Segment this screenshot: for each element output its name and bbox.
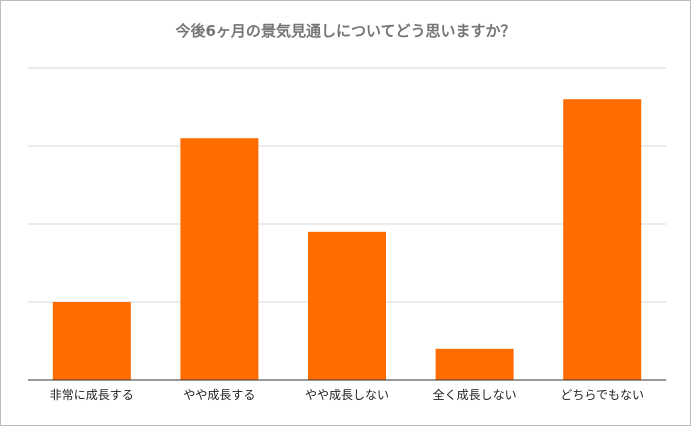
bar-2 — [180, 138, 259, 380]
x-tick-label: やや成長する — [183, 388, 255, 402]
bar-1 — [52, 302, 131, 380]
bars — [52, 99, 642, 380]
bar-4 — [435, 348, 514, 380]
x-tick-label: やや成長しない — [305, 388, 389, 402]
chart-title: 今後6ヶ月の景気見通しについてどう思いますか？ — [175, 22, 516, 40]
x-tick-label: 全く成長しない — [433, 387, 517, 402]
x-tick-label: どちらでもない — [560, 388, 644, 402]
x-tick-labels: 非常に成長する やや成長する やや成長しない 全く成長しない どちらでもない — [50, 387, 644, 402]
x-tick-label: 非常に成長する — [50, 388, 134, 402]
bar-5 — [563, 99, 642, 380]
bar-3 — [308, 231, 386, 380]
